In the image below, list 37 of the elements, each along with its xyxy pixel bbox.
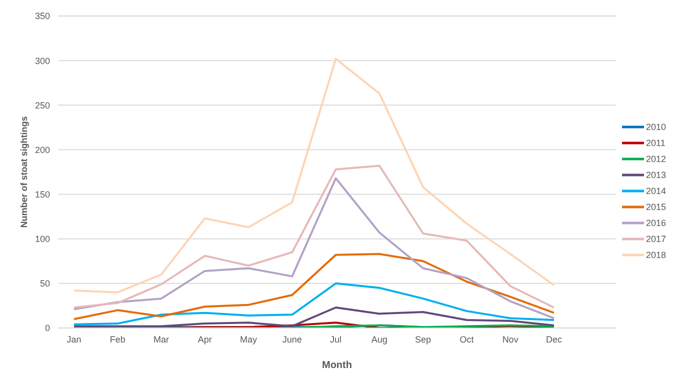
y-tick-label: 300: [34, 56, 50, 66]
legend-label: 2016: [646, 218, 666, 228]
y-tick-label: 350: [34, 11, 50, 22]
x-axis-title: Month: [322, 360, 352, 371]
line-series: [73, 177, 555, 320]
x-tick-label: Dec: [546, 334, 562, 344]
legend-label: 2018: [646, 250, 666, 260]
line-series: [73, 306, 555, 328]
y-axis-title: Number of stoat sightings: [19, 116, 30, 228]
y-tick-label: 50: [40, 278, 50, 289]
y-tick-label: 0: [44, 323, 50, 334]
x-tick-label: Apr: [198, 334, 212, 344]
legend-label: 2010: [646, 122, 666, 132]
x-tick-label: Feb: [110, 334, 126, 344]
x-tick-label: Nov: [502, 334, 519, 344]
legend-label: 2014: [646, 186, 666, 196]
legend-label: 2011: [646, 138, 666, 148]
x-tick-label: May: [240, 334, 258, 344]
x-tick-label: Jan: [66, 334, 82, 344]
line-series: [73, 282, 555, 326]
x-tick-label: June: [282, 334, 302, 344]
legend-label: 2012: [646, 154, 666, 164]
line-series: [73, 58, 555, 294]
y-tick-label: 100: [34, 234, 50, 244]
line-series: [73, 164, 555, 308]
legend-label: 2013: [646, 170, 666, 180]
x-tick-label: Aug: [371, 334, 388, 344]
x-tick-label: Jul: [330, 334, 342, 344]
legend-label: 2017: [646, 234, 666, 244]
y-tick-label: 200: [34, 144, 50, 155]
line-series: [73, 253, 555, 320]
x-tick-label: Oct: [460, 334, 474, 344]
y-tick-label: 250: [34, 100, 50, 110]
y-tick-label: 150: [34, 189, 50, 200]
x-tick-label: Sep: [415, 334, 432, 344]
x-tick-label: Mar: [154, 334, 170, 344]
legend-label: 2015: [646, 202, 666, 212]
